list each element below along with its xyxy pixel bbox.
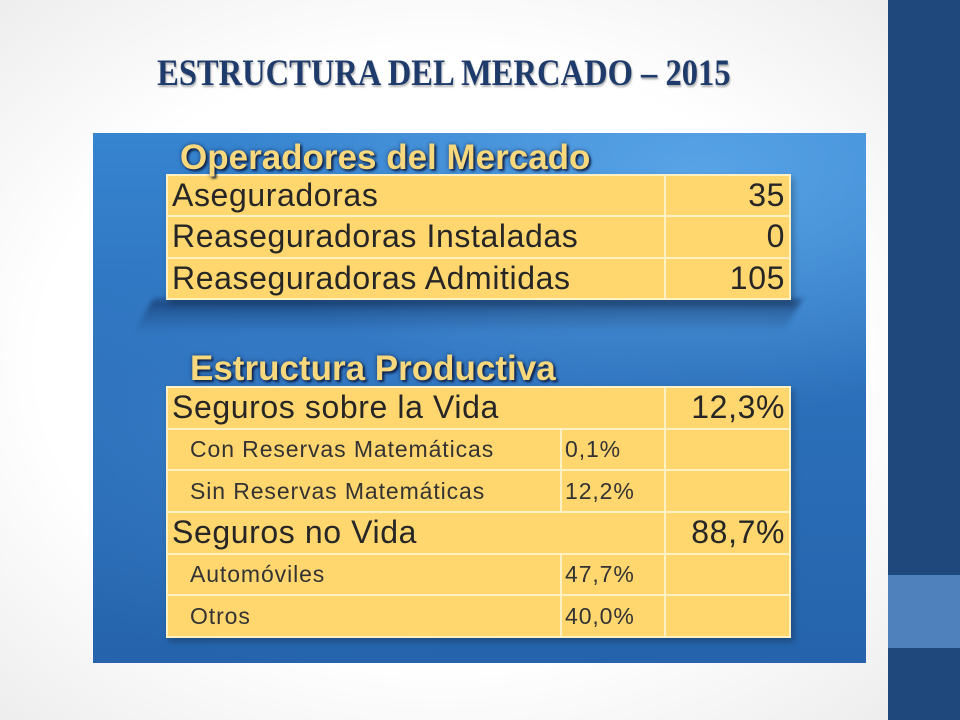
item-share: 47,7%	[559, 552, 667, 597]
operadores-table: Aseguradoras 35 Reaseguradoras Instalada…	[166, 173, 791, 301]
group-total: 88,7%	[664, 510, 792, 555]
row-label: Aseguradoras	[166, 173, 666, 218]
table-row-group: Seguros no Vida 88,7%	[165, 510, 792, 555]
item-label: Con Reservas Matemáticas	[166, 427, 562, 472]
row-value: 35	[664, 173, 791, 218]
table-row: Aseguradoras 35	[166, 173, 791, 218]
table-drop-shadow	[133, 299, 803, 333]
empty-cell	[664, 469, 792, 513]
empty-cell	[664, 427, 792, 472]
operadores-heading: Operadores del Mercado	[180, 138, 591, 177]
group-label: Seguros no Vida	[165, 510, 667, 555]
market-structure-image-panel: Operadores del Mercado Aseguradoras 35 R…	[93, 133, 866, 663]
item-label: Otros	[166, 594, 562, 638]
estructura-table: Seguros sobre la Vida 12,3% Con Reservas…	[165, 386, 792, 638]
item-share: 12,2%	[559, 469, 667, 513]
table-row: Sin Reservas Matemáticas 12,2%	[166, 469, 792, 513]
table-row: Otros 40,0%	[166, 594, 792, 638]
sidebar-accent-block	[888, 575, 960, 648]
group-total: 12,3%	[664, 386, 792, 430]
row-label: Reaseguradoras Admitidas	[166, 256, 666, 301]
empty-cell	[664, 552, 792, 597]
slide-title: ESTRUCTURA DEL MERCADO – 2015	[157, 53, 731, 94]
item-label: Automóviles	[166, 552, 562, 597]
empty-cell	[664, 594, 792, 638]
slide-title-container: ESTRUCTURA DEL MERCADO – 2015	[0, 52, 888, 96]
row-label: Reaseguradoras Instaladas	[166, 215, 666, 259]
table-row: Reaseguradoras Admitidas 105	[166, 256, 791, 301]
item-label: Sin Reservas Matemáticas	[166, 469, 562, 513]
item-share: 0,1%	[559, 427, 667, 472]
row-value: 0	[664, 215, 791, 259]
table-row: Con Reservas Matemáticas 0,1%	[166, 427, 792, 472]
row-value: 105	[664, 256, 791, 301]
item-share: 40,0%	[559, 594, 667, 638]
table-row: Automóviles 47,7%	[166, 552, 792, 597]
table-row-group: Seguros sobre la Vida 12,3%	[165, 386, 792, 430]
sidebar-bar	[888, 0, 960, 720]
group-label: Seguros sobre la Vida	[165, 386, 667, 430]
estructura-heading: Estructura Productiva	[190, 349, 556, 388]
table-row: Reaseguradoras Instaladas 0	[166, 215, 791, 259]
